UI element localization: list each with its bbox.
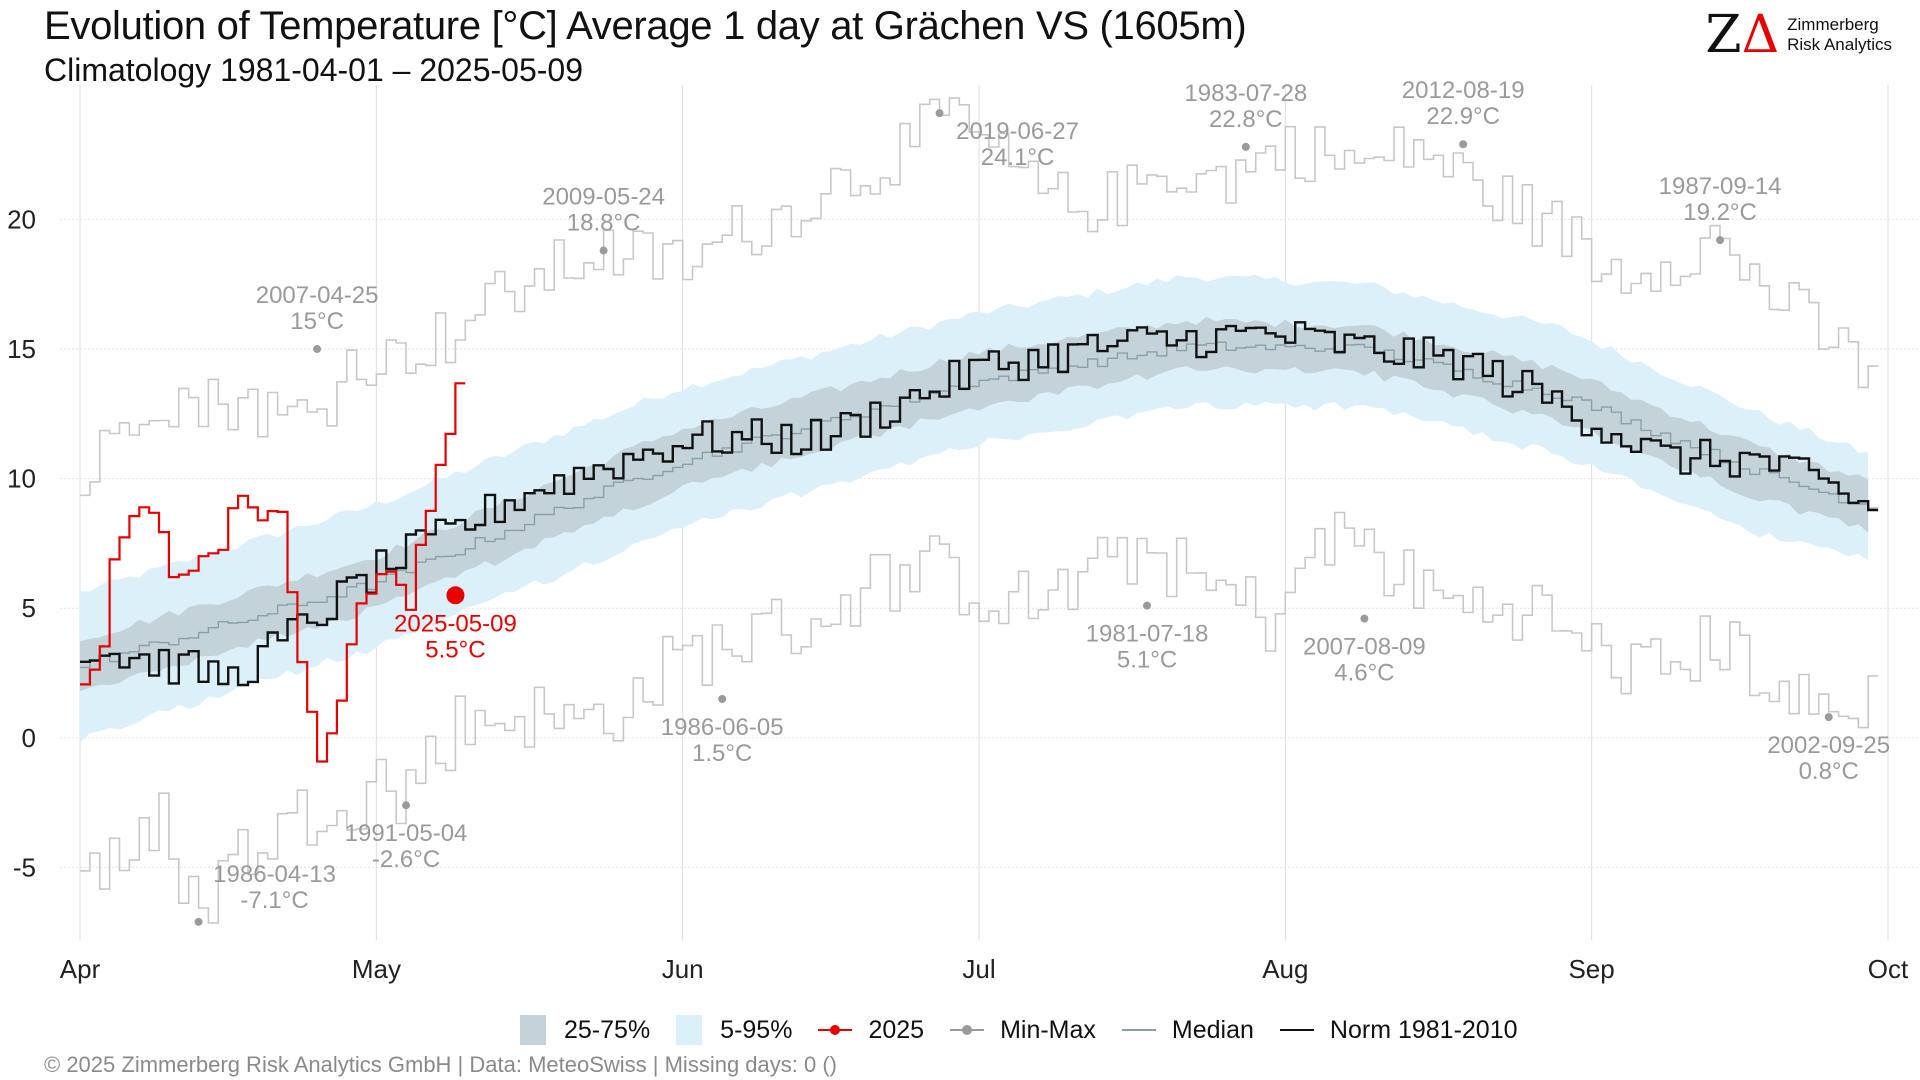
record-marker [313, 345, 322, 354]
legend: 25-75% 5-95% 2025 Min-Max Median Norm 1981-20… [0, 1012, 1920, 1048]
legend-line-icon [950, 1015, 985, 1045]
legend-label: 25-75% [564, 1015, 651, 1044]
legend-item: Norm 1981-2010 [1279, 1015, 1518, 1045]
annotation-date: 1986-04-13 [213, 861, 336, 888]
annotation-date: 2007-04-25 [256, 282, 379, 309]
annotation-date: 2009-05-24 [542, 184, 665, 211]
legend-line-icon [818, 1015, 853, 1045]
legend-swatch [520, 1015, 546, 1045]
max-record-line [80, 97, 1879, 497]
norm-line [80, 321, 1879, 687]
legend-item: 2025 [818, 1015, 924, 1045]
legend-line-icon [1279, 1015, 1314, 1045]
legend-item: 5-95% [676, 1015, 792, 1045]
legend-item: 25-75% [520, 1015, 650, 1045]
x-tick-label: Oct [1868, 954, 1909, 984]
y-tick-label: 5 [22, 593, 36, 623]
annotation-date: 2019-06-27 [956, 118, 1079, 145]
x-tick-label: Apr [60, 954, 101, 984]
record-marker [1824, 713, 1833, 722]
record-marker [194, 917, 203, 926]
annotation-date: 1986-06-05 [661, 714, 784, 741]
annotation-value: 18.8°C [567, 210, 641, 237]
annotation-value: -2.6°C [372, 846, 440, 873]
record-marker [1716, 236, 1725, 245]
current-marker [446, 586, 465, 605]
annotation-date: 2002-09-25 [1767, 732, 1890, 759]
legend-label: 5-95% [720, 1015, 793, 1044]
legend-label: 2025 [868, 1015, 925, 1044]
x-tick-label: Aug [1262, 954, 1308, 984]
annotation-date: 1987-09-14 [1659, 173, 1782, 200]
annotation-value: 5.5°C [425, 636, 485, 663]
x-tick-label: Jul [962, 954, 995, 984]
legend-dot-icon [962, 1025, 973, 1035]
record-marker [718, 694, 727, 703]
record-marker [599, 246, 608, 255]
legend-label: Min-Max [1000, 1015, 1096, 1044]
y-tick-label: 0 [22, 723, 36, 753]
annotation-date: 1991-05-04 [345, 820, 468, 847]
logo-mark-delta: Δ [1741, 5, 1780, 65]
record-marker [1143, 601, 1152, 610]
x-tick-label: Jun [662, 954, 704, 984]
y-tick-label: 10 [7, 464, 36, 494]
legend-item: Median [1121, 1015, 1254, 1045]
annotation-date: 1983-07-28 [1184, 80, 1307, 107]
annotation-value: 0.8°C [1799, 758, 1859, 785]
band-5-95 [80, 275, 1869, 742]
y-tick-label: 20 [7, 204, 36, 234]
record-marker [935, 109, 944, 118]
annotation-date: 1981-07-18 [1086, 621, 1209, 648]
logo-text: Zimmerberg Risk Analytics [1787, 15, 1892, 55]
footer-credits: © 2025 Zimmerberg Risk Analytics GmbH | … [44, 1052, 837, 1077]
company-logo: ZΔ Zimmerberg Risk Analytics [1705, 9, 1892, 61]
legend-item: Min-Max [950, 1015, 1096, 1045]
record-marker [402, 801, 411, 810]
record-marker [1459, 140, 1468, 149]
legend-label: Median [1171, 1015, 1254, 1044]
temperature-chart: Apr May Jun Jul Aug Sep Oct -5 0 5 10 15 20 1986-04-1… [7, 77, 1918, 984]
legend-line-icon [1121, 1015, 1156, 1045]
annotation-value: 4.6°C [1334, 660, 1394, 687]
annotation-date: 2007-08-09 [1303, 634, 1426, 661]
annotation-date: 2025-05-09 [394, 610, 517, 637]
legend-line-segment [1121, 1029, 1156, 1031]
logo-text-line2: Risk Analytics [1787, 35, 1892, 54]
annotation-value: 22.8°C [1209, 106, 1283, 133]
y-tick-label: -5 [13, 852, 36, 882]
legend-swatch [676, 1015, 703, 1045]
y-tick-label: 15 [7, 334, 36, 364]
band-25-75 [80, 316, 1869, 692]
logo-text-line1: Zimmerberg [1787, 15, 1879, 34]
annotation-value: -7.1°C [240, 887, 308, 914]
legend-items: 25-75% 5-95% 2025 Min-Max Median Norm 1981-20… [520, 1012, 1544, 1048]
legend-line-segment [1279, 1029, 1314, 1031]
chart-title: Evolution of Temperature [°C] Average 1 … [44, 4, 1247, 48]
x-tick-label: Sep [1568, 954, 1614, 984]
annotation-value: 19.2°C [1683, 199, 1757, 226]
x-tick-label: May [352, 954, 401, 984]
logo-mark-icon: ZΔ [1705, 9, 1779, 61]
min-record-line [80, 511, 1879, 924]
annotation-value: 1.5°C [692, 740, 752, 767]
chart-subtitle: Climatology 1981-04-01 – 2025-05-09 [44, 52, 584, 88]
legend-dot-icon [830, 1025, 841, 1035]
series-2025-line [80, 382, 466, 763]
annotation-value: 15°C [290, 308, 344, 335]
median-line [80, 341, 1879, 669]
annotation-value: 5.1°C [1117, 647, 1177, 674]
record-marker [1360, 614, 1369, 623]
annotation-date: 2012-08-19 [1402, 77, 1525, 104]
record-marker [1241, 142, 1250, 151]
annotation-value: 24.1°C [981, 144, 1055, 171]
annotation-value: 22.9°C [1426, 103, 1500, 130]
legend-label: Norm 1981-2010 [1329, 1015, 1518, 1044]
logo-mark-z: Z [1705, 5, 1742, 65]
